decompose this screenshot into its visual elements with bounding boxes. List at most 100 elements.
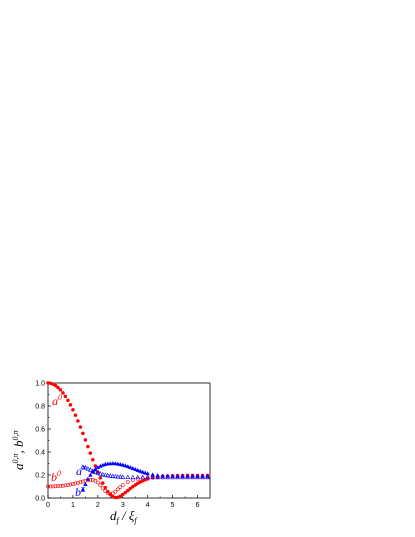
data-point-bpi — [97, 471, 103, 476]
data-point-b0 — [51, 484, 55, 489]
data-point-api — [137, 468, 143, 473]
data-point-b0 — [95, 480, 100, 485]
x-tick-label: 3 — [121, 502, 125, 509]
data-point-api — [115, 461, 121, 466]
data-point-a0 — [88, 451, 93, 455]
y-axis-title: a0,π, b0,π — [11, 429, 26, 470]
x-axis-ticks: 0 1 2 3 4 5 6 — [46, 495, 200, 509]
data-point-bpi — [205, 474, 210, 480]
data-point-api — [120, 462, 126, 467]
data-point-api — [140, 469, 145, 474]
data-point-b0 — [46, 484, 50, 489]
y-tick-label: 0.4 — [35, 450, 45, 457]
data-point-a0 — [128, 486, 133, 491]
data-point-bpi — [112, 473, 118, 479]
label-api: aπ — [76, 463, 87, 478]
data-point-api — [113, 461, 118, 466]
svg-text:aπ: aπ — [76, 463, 87, 478]
label-b0: b0 — [51, 469, 61, 484]
data-point-a0 — [101, 481, 105, 485]
data-point-a0 — [98, 476, 103, 480]
data-point-b0 — [103, 489, 108, 494]
data-point-bpi — [170, 474, 176, 480]
data-point-bpi — [87, 467, 93, 472]
data-point-bpi — [165, 474, 171, 480]
data-point-a0 — [61, 391, 65, 395]
data-point-b0 — [66, 483, 70, 487]
data-point-b0 — [53, 484, 58, 489]
x-tick-label: 2 — [96, 502, 100, 509]
data-point-a0 — [91, 457, 95, 462]
data-point-a0 — [133, 483, 138, 487]
data-point-bpi — [160, 474, 166, 480]
data-point-bpi — [140, 474, 146, 480]
data-point-a0 — [66, 398, 70, 403]
data-point-b0 — [68, 482, 73, 487]
data-point-b0 — [90, 478, 95, 482]
data-point-a0 — [125, 488, 130, 493]
data-point-api — [128, 464, 133, 470]
data-point-api — [142, 470, 148, 475]
data-point-api — [118, 461, 123, 467]
y-tick-label: 0.0 — [35, 496, 45, 503]
svg-text:bπ: bπ — [75, 484, 86, 499]
data-point-a0 — [76, 419, 80, 423]
data-point-b0 — [118, 485, 123, 489]
label-a0: a0 — [52, 393, 62, 408]
data-point-bpi — [120, 474, 126, 479]
data-point-bpi — [107, 473, 113, 478]
data-point-b0 — [78, 480, 83, 485]
data-point-b0 — [115, 487, 120, 492]
data-point-a0 — [71, 407, 75, 412]
data-point-b0 — [125, 480, 130, 485]
y-tick-label: 0.8 — [35, 404, 45, 411]
data-point-a0 — [78, 425, 83, 429]
data-point-api — [83, 481, 88, 486]
data-point-bpi — [105, 472, 111, 478]
data-point-b0 — [110, 491, 115, 496]
data-point-bpi — [195, 474, 200, 480]
plot-area: 0 1 2 3 4 5 6 0.0 0.2 0.4 0.6 0.8 1.0 — [35, 381, 211, 509]
data-point-bpi — [185, 474, 190, 480]
data-point-api — [125, 464, 130, 469]
data-point-b0 — [71, 482, 75, 486]
data-point-b0 — [80, 479, 85, 484]
data-point-bpi — [115, 474, 121, 479]
data-point-api — [135, 467, 140, 472]
y-axis-ticks: 0.0 0.2 0.4 0.6 0.8 1.0 — [35, 381, 51, 503]
data-point-a0 — [58, 388, 63, 392]
y-tick-label: 0.2 — [35, 473, 45, 480]
data-point-bpi — [102, 472, 108, 477]
data-point-b0 — [58, 484, 63, 488]
data-point-bpi — [95, 470, 101, 475]
data-point-api — [88, 472, 93, 477]
data-point-a0 — [83, 438, 88, 442]
data-point-b0 — [93, 478, 98, 483]
data-point-bpi — [80, 464, 86, 469]
series-a0 — [46, 381, 210, 500]
data-point-api — [150, 472, 155, 477]
data-point-bpi — [135, 474, 141, 480]
data-point-bpi — [125, 474, 131, 480]
x-axis-title: df / ξf — [110, 508, 138, 525]
data-point-bpi — [90, 468, 96, 473]
data-point-bpi — [100, 471, 106, 477]
data-point-api — [85, 476, 91, 481]
data-point-b0 — [105, 491, 110, 496]
data-point-a0 — [123, 490, 128, 495]
data-point-bpi — [155, 474, 161, 480]
data-point-a0 — [120, 492, 125, 497]
x-tick-label: 5 — [171, 502, 175, 509]
x-tick-label: 6 — [196, 502, 200, 509]
data-point-a0 — [81, 431, 85, 436]
data-point-a0 — [130, 484, 135, 489]
data-point-bpi — [130, 474, 136, 480]
data-point-bpi — [200, 474, 205, 480]
data-point-b0 — [48, 484, 53, 489]
label-bpi: bπ — [75, 484, 86, 499]
data-point-b0 — [120, 483, 125, 488]
data-point-bpi — [150, 474, 156, 480]
data-point-bpi — [117, 474, 123, 479]
data-point-a0 — [73, 413, 78, 418]
